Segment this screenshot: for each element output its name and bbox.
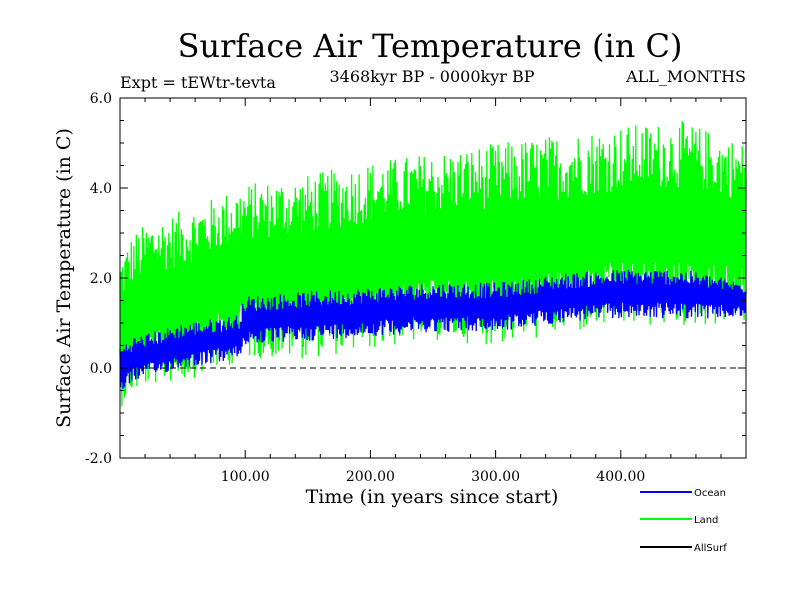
y-axis-label: Surface Air Temperature (in C) [53, 128, 75, 428]
x-axis-label: Time (in years since start) [306, 486, 559, 508]
y-axis: -2.0 0.0 2.0 4.0 6.0 [85, 91, 746, 467]
series-land-line [119, 120, 747, 407]
y-tick-label: 4.0 [90, 181, 112, 197]
y-tick-label: -2.0 [85, 451, 112, 467]
chart-title: Surface Air Temperature (in C) [178, 27, 683, 65]
months-label: ALL_MONTHS [625, 67, 746, 86]
plot-area [119, 120, 747, 407]
x-axis: 100.00 200.00 300.00 400.00 [144, 98, 722, 485]
legend-label-land: Land [694, 515, 718, 526]
y-tick-label: 2.0 [90, 271, 112, 287]
legend: Ocean Land AllSurf [640, 488, 727, 554]
y-tick-label: 0.0 [90, 361, 112, 377]
experiment-label: Expt = tEWtr-tevta [120, 73, 276, 92]
legend-label-ocean: Ocean [694, 488, 726, 499]
x-tick-label: 300.00 [471, 469, 520, 485]
x-tick-label: 400.00 [596, 469, 645, 485]
legend-label-allsurf: AllSurf [694, 543, 727, 554]
x-tick-label: 100.00 [221, 469, 270, 485]
period-label: 3468kyr BP - 0000kyr BP [330, 67, 535, 86]
series-ocean-line [119, 269, 747, 389]
x-tick-label: 200.00 [346, 469, 395, 485]
y-tick-label: 6.0 [90, 91, 112, 107]
